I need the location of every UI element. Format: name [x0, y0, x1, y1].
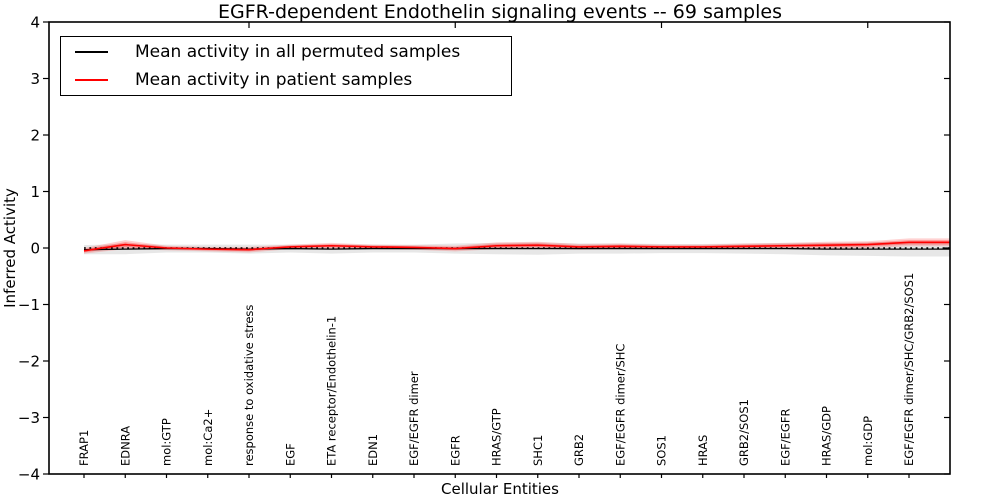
x-tick-label: mol:Ca2+ [201, 409, 215, 466]
y-tick-label: 4 [30, 14, 40, 32]
legend-label-patient: Mean activity in patient samples [135, 70, 413, 91]
y-tick-label: 1 [30, 183, 40, 201]
legend: Mean activity in all permuted samples Me… [60, 36, 512, 96]
patient-std-band-inner [84, 240, 950, 253]
y-axis-label: Inferred Activity [1, 188, 19, 308]
y-tick-label: 0 [30, 240, 40, 258]
x-tick-label: FRAP1 [77, 430, 91, 466]
x-tick-label: SOS1 [655, 435, 669, 466]
x-tick-label: GRB2 [572, 434, 586, 466]
patient-line-swatch-icon [75, 79, 108, 82]
x-tick-label: HRAS/GTP [490, 408, 504, 466]
x-tick-label: mol:GDP [861, 416, 875, 466]
x-tick-label: response to oxidative stress [242, 305, 256, 466]
x-tick-label: SHC1 [531, 435, 545, 466]
x-axis-label: Cellular Entities [441, 480, 559, 498]
x-tick-label: ETA receptor/Endothelin-1 [325, 316, 339, 466]
y-tick-label: −1 [18, 296, 40, 314]
x-tick-label: mol:GTP [160, 418, 174, 466]
x-tick-label: EGF [283, 443, 297, 466]
y-tick-label: −3 [18, 409, 40, 427]
patient-mean-line [83, 241, 950, 252]
chart-title: EGFR-dependent Endothelin signaling even… [218, 1, 782, 23]
x-tick-label: HRAS/GDP [820, 406, 834, 466]
x-tick-label: GRB2/SOS1 [737, 399, 751, 466]
x-tick-label: HRAS [696, 435, 710, 466]
legend-item-permuted: Mean activity in all permuted samples [61, 38, 511, 65]
y-tick-label: 2 [30, 127, 40, 145]
x-tick-label: EGF/EGFR dimer/SHC [613, 344, 627, 466]
y-tick-label: −4 [18, 466, 40, 484]
x-tick-label: EGFR [448, 435, 462, 466]
x-tick-label: EGF/EGFR dimer [407, 371, 421, 466]
permuted-line-swatch-icon [75, 50, 108, 53]
legend-label-permuted: Mean activity in all permuted samples [135, 41, 461, 62]
y-tick-label: 3 [30, 70, 40, 88]
x-tick-label: EGF/EGFR dimer/SHC/GRB2/SOS1 [902, 273, 916, 466]
x-tick-label: EDN1 [366, 434, 380, 466]
legend-item-patient: Mean activity in patient samples [61, 67, 511, 94]
x-tick-label: EDNRA [118, 426, 132, 466]
y-tick-label: −2 [18, 353, 40, 371]
x-tick-label: EGF/EGFR [778, 409, 792, 466]
